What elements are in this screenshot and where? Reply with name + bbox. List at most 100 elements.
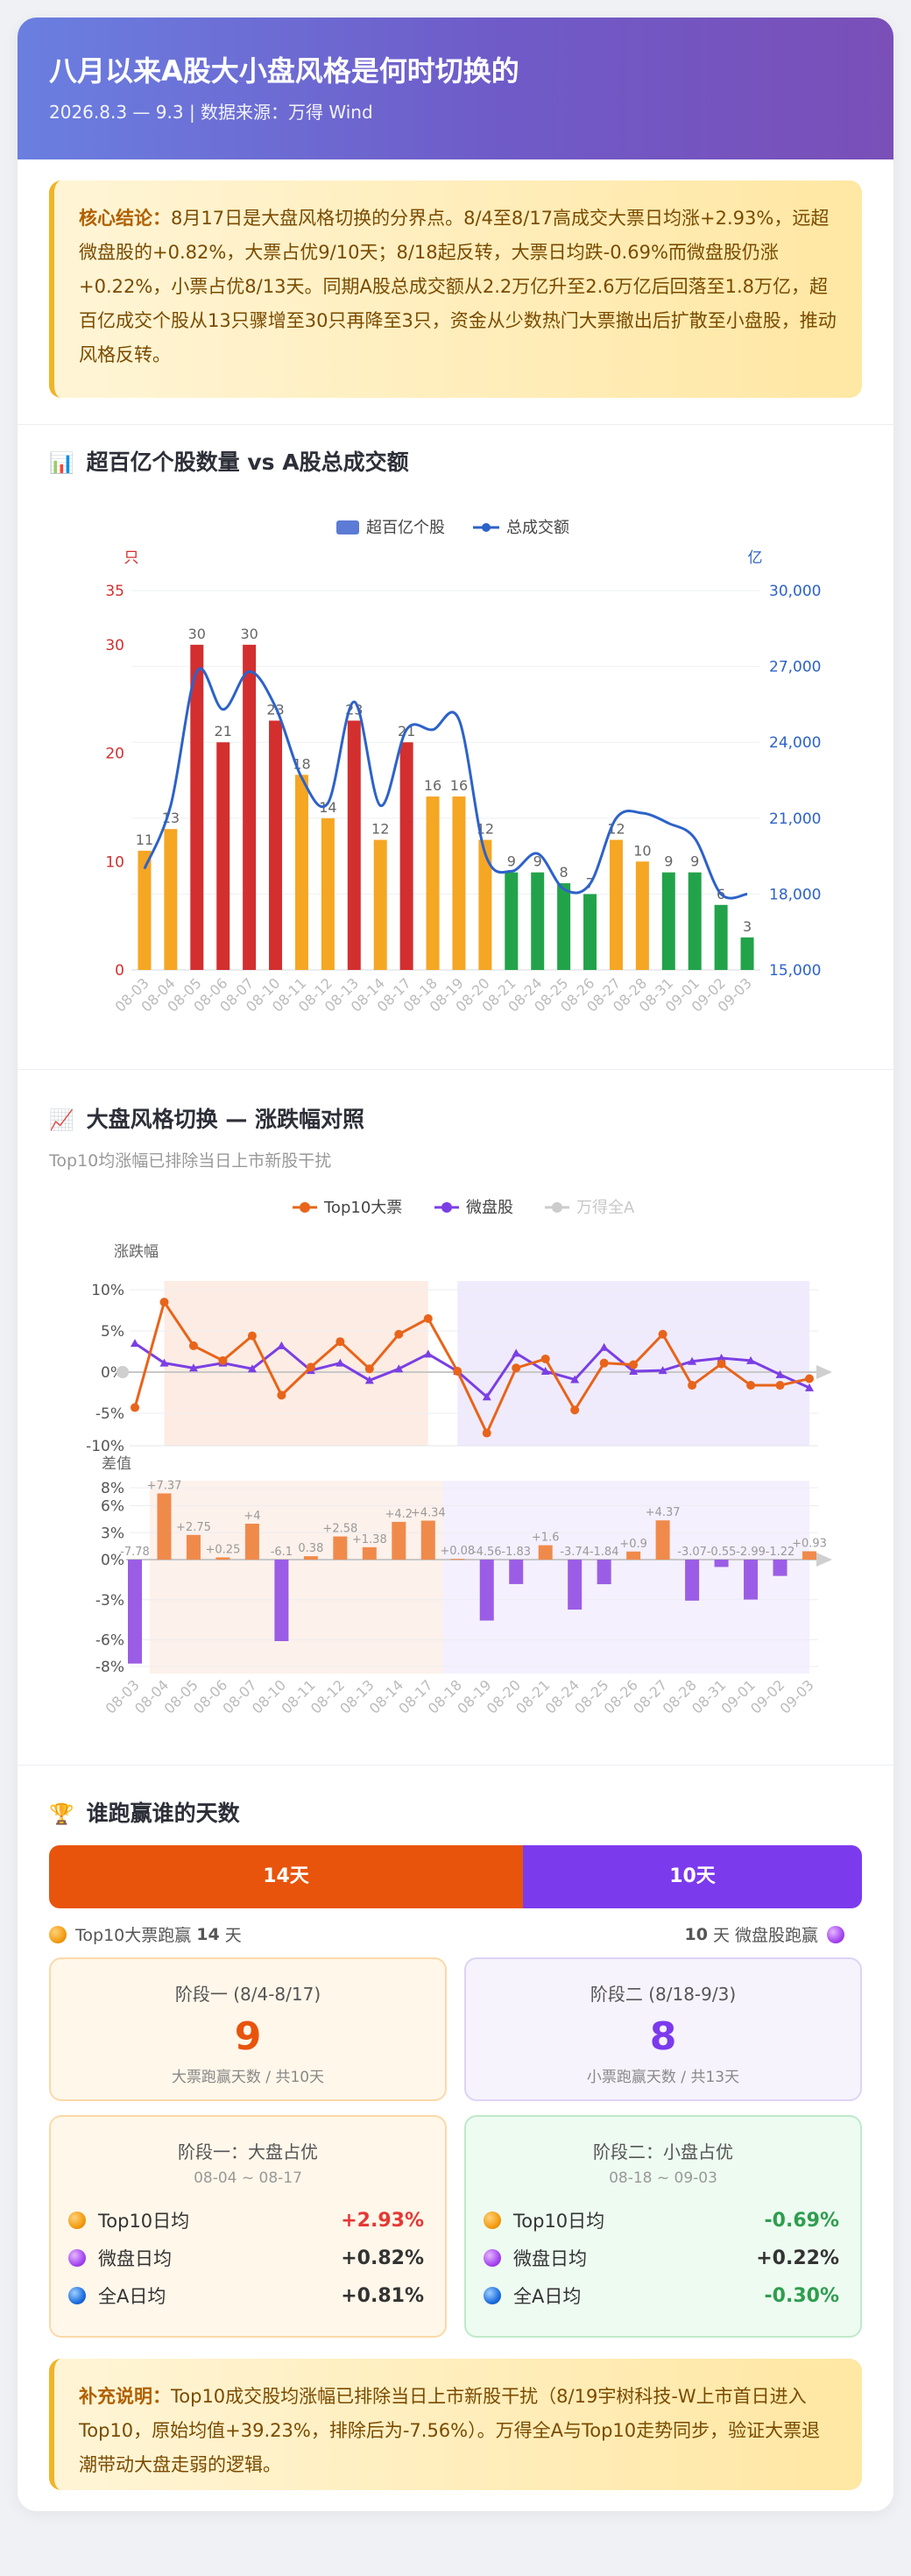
diff-value-label: +2.75	[176, 1521, 211, 1534]
series-point	[335, 1358, 345, 1367]
diff-value-label: -3.07	[677, 1546, 707, 1559]
diff-bar	[450, 1559, 465, 1560]
conclusion-callout: 核心结论：8月17日是大盘风格切换的分界点。8/4至8/17高成交大票日均涨+2…	[49, 180, 862, 398]
section-divider	[18, 1765, 893, 1766]
purple-dot-icon	[68, 2249, 86, 2267]
bar-chart-icon: 📊	[49, 452, 74, 475]
diff-value-label: +4.34	[411, 1507, 446, 1520]
series-line	[134, 1341, 810, 1399]
bar-value-label: 9	[507, 853, 516, 870]
series-point	[159, 1298, 169, 1307]
phase2-title: 阶段二 (8/18-9/3)	[590, 1984, 737, 2005]
diff-bar	[333, 1536, 348, 1560]
diff-value-label: +0.25	[206, 1543, 241, 1556]
bar-value-label: 16	[450, 777, 468, 794]
diff-bar	[186, 1534, 201, 1560]
diff-value-label: -0.55	[707, 1546, 737, 1559]
stat-label: 微盘日均	[513, 2248, 587, 2269]
stat2-row: 微盘日均 +0.22%	[484, 2240, 839, 2275]
bar-mark	[373, 839, 387, 970]
stat-label: 微盘日均	[98, 2248, 172, 2269]
bar-value-label: 8	[560, 864, 568, 881]
diff-y-tick: -6%	[95, 1632, 124, 1650]
bar-mark	[531, 872, 545, 970]
series-point	[570, 1405, 580, 1415]
diff-value-label: +4	[244, 1510, 260, 1523]
bar-value-label: 14	[319, 799, 336, 816]
line-chart-icon: 📈	[49, 1109, 74, 1132]
big-win-unit: 天	[224, 1926, 242, 1945]
section-divider	[18, 424, 893, 425]
series-point	[364, 1364, 374, 1374]
series-point	[277, 1341, 286, 1349]
series-point	[306, 1362, 315, 1372]
diff-bar	[479, 1560, 494, 1621]
series-point	[599, 1358, 609, 1368]
bar-value-label: 16	[424, 777, 441, 794]
section1-title: 📊 超百亿个股数量 vs A股总成交额	[49, 445, 409, 477]
stat1-row: 微盘日均 +0.82%	[68, 2240, 424, 2275]
diff-y-tick: -3%	[95, 1592, 124, 1610]
stat-value: -0.69%	[764, 2209, 839, 2232]
bar-mark	[505, 872, 519, 970]
series-line	[133, 1299, 810, 1437]
bar-mark	[216, 742, 230, 970]
diff-bar	[244, 1524, 259, 1560]
diff-value-label: +0.9	[619, 1538, 647, 1551]
small-win-text: 天 微盘股跑赢	[712, 1926, 818, 1945]
diff-bar	[128, 1560, 142, 1664]
series-point	[775, 1381, 785, 1391]
bar-mark	[426, 796, 440, 970]
y-right-tick: 24,000	[769, 734, 821, 752]
bar-mark	[635, 861, 649, 970]
series-point	[746, 1355, 756, 1364]
phase1-band	[164, 1281, 428, 1446]
bar-mark	[583, 894, 597, 970]
series-point	[482, 1392, 491, 1401]
wind-a-arrow	[816, 1365, 832, 1379]
legend-line-label: 总成交额	[506, 519, 569, 537]
diff-value-label: +4.37	[646, 1506, 681, 1519]
series-point	[629, 1367, 639, 1376]
y-right-tick: 18,000	[769, 886, 821, 903]
diff-zero-arrow	[816, 1553, 832, 1567]
stat2-card: 阶段二：小盘占优 08-18 ~ 09-03 Top10日均 -0.69% 微盘…	[464, 2115, 862, 2338]
purple-dot-icon	[827, 1925, 844, 1943]
diff-value-label: +7.37	[147, 1479, 182, 1492]
section3-title-text: 谁跑赢谁的天数	[86, 1801, 240, 1826]
series-point	[188, 1341, 198, 1350]
line-y-tick: 5%	[101, 1323, 124, 1341]
note-callout: 补充说明：Top10成交股均涨幅已排除当日上市新股干扰（8/19宇树科技-W上市…	[49, 2359, 862, 2490]
big-win-count: 14	[196, 1924, 220, 1944]
series-point	[717, 1354, 726, 1362]
bar-mark	[609, 839, 623, 970]
diff-bar	[420, 1520, 435, 1560]
orange-dot-icon	[484, 2212, 501, 2229]
stat-value: +0.22%	[756, 2247, 839, 2269]
stat-label: 全A日均	[513, 2286, 582, 2307]
series-point	[540, 1367, 550, 1376]
series-point	[247, 1364, 257, 1373]
bar-mark	[347, 720, 361, 970]
series-point	[570, 1375, 580, 1384]
series-point	[394, 1329, 404, 1339]
series-point	[188, 1363, 198, 1372]
series-point	[540, 1354, 550, 1363]
series-point	[599, 1342, 609, 1351]
bar-value-label: 10	[633, 842, 651, 859]
diff-value-label: +2.58	[322, 1523, 357, 1536]
series-point	[512, 1363, 521, 1373]
diff-bar	[685, 1560, 700, 1601]
diff-y-tick: 6%	[101, 1498, 124, 1516]
series-point	[512, 1348, 521, 1357]
series-point	[423, 1313, 433, 1323]
diff-bar	[597, 1560, 611, 1585]
page-title: 八月以来A股大小盘风格是何时切换的	[49, 54, 519, 88]
series-point	[805, 1374, 814, 1384]
trophy-icon: 🏆	[49, 1803, 74, 1826]
bar-mark	[740, 937, 754, 970]
series-point	[482, 1428, 491, 1438]
legend-line-marker	[482, 523, 491, 532]
series-point	[453, 1367, 463, 1376]
